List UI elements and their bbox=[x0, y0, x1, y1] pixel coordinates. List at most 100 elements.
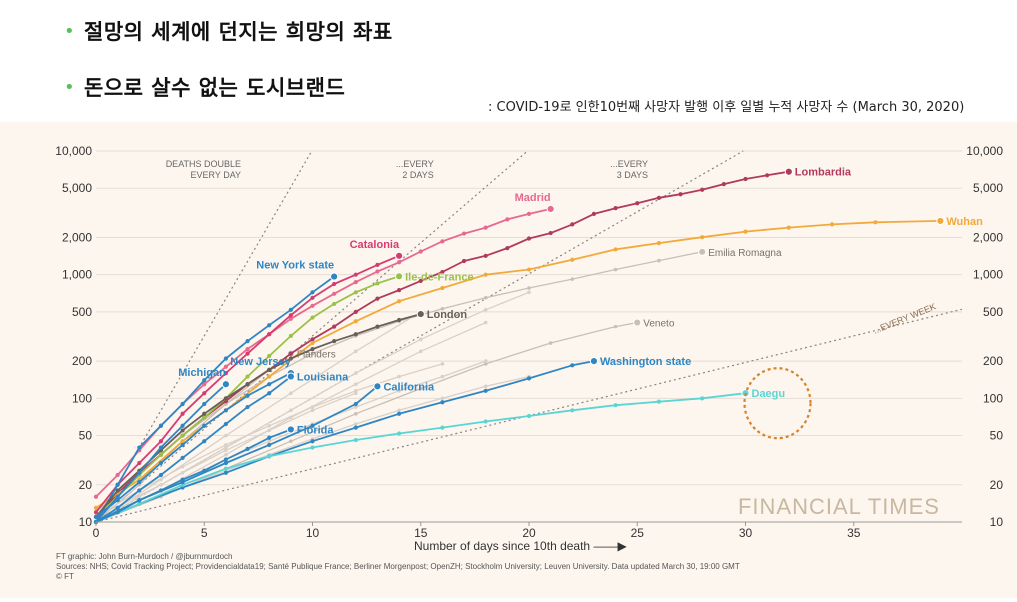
data-point bbox=[786, 225, 791, 230]
data-point bbox=[483, 320, 488, 325]
data-point bbox=[440, 374, 445, 379]
data-point bbox=[873, 220, 878, 225]
data-point bbox=[332, 301, 337, 307]
data-point bbox=[115, 498, 120, 503]
data-point bbox=[310, 405, 315, 409]
data-point bbox=[440, 306, 445, 311]
guide-label-line1: DEATHS DOUBLE bbox=[166, 159, 241, 169]
data-point bbox=[180, 455, 185, 460]
data-point bbox=[288, 316, 293, 321]
data-point bbox=[288, 333, 293, 338]
data-point bbox=[223, 457, 228, 462]
data-point bbox=[353, 290, 358, 295]
series-label: Lombardia bbox=[795, 167, 852, 179]
doubling-guide-line bbox=[95, 150, 528, 523]
guide-label-line2: 2 DAYS bbox=[402, 170, 433, 180]
data-point bbox=[202, 411, 207, 416]
y-tick-label-left: 10 bbox=[79, 515, 93, 529]
series-end-marker bbox=[698, 247, 707, 256]
data-point bbox=[267, 435, 272, 440]
data-point bbox=[657, 258, 661, 263]
data-point bbox=[202, 378, 207, 383]
data-point bbox=[483, 253, 488, 258]
data-point bbox=[115, 494, 120, 499]
data-point bbox=[93, 514, 99, 519]
series-line-new-york-state bbox=[95, 275, 335, 523]
data-point bbox=[158, 452, 164, 457]
data-point bbox=[310, 408, 315, 413]
series-line-background bbox=[95, 311, 422, 523]
data-point bbox=[158, 445, 164, 450]
data-point bbox=[289, 408, 293, 413]
x-tick-label: 0 bbox=[93, 526, 100, 540]
data-point bbox=[310, 290, 315, 295]
data-point bbox=[397, 299, 402, 304]
data-point bbox=[700, 235, 705, 240]
data-point bbox=[267, 454, 272, 459]
data-point bbox=[223, 470, 228, 475]
bullet-dot-icon: • bbox=[64, 76, 75, 98]
data-point bbox=[224, 448, 228, 453]
data-point bbox=[223, 421, 228, 427]
data-point bbox=[353, 332, 358, 337]
series-end-marker bbox=[546, 204, 555, 214]
data-point bbox=[267, 428, 272, 433]
data-point bbox=[310, 340, 315, 346]
grid bbox=[96, 150, 962, 523]
data-point bbox=[656, 195, 662, 200]
data-point bbox=[310, 351, 315, 356]
data-point bbox=[375, 269, 380, 274]
y-tick-label-right: 500 bbox=[983, 305, 1003, 319]
data-point bbox=[353, 319, 358, 324]
x-tick-label: 25 bbox=[631, 526, 645, 540]
data-point bbox=[721, 181, 726, 187]
data-point bbox=[288, 351, 293, 356]
series-labels: Lombardia Wuhan Madrid Catalonia Ile-de-Fran… bbox=[178, 167, 983, 437]
series-label: Washington state bbox=[600, 356, 691, 368]
data-point bbox=[245, 351, 250, 356]
y-tick-label-right: 1,000 bbox=[973, 268, 1003, 282]
data-point bbox=[288, 307, 293, 312]
data-point bbox=[397, 411, 402, 416]
data-point bbox=[223, 396, 228, 401]
y-tick-label-right: 20 bbox=[990, 478, 1004, 492]
data-point bbox=[267, 382, 272, 387]
data-point bbox=[548, 230, 553, 236]
data-point bbox=[613, 247, 618, 252]
data-point bbox=[526, 211, 532, 217]
series-line-new-jersey bbox=[95, 372, 292, 518]
data-point bbox=[613, 206, 618, 211]
data-point bbox=[332, 291, 337, 296]
data-point bbox=[245, 374, 250, 379]
data-point bbox=[418, 349, 423, 354]
data-point bbox=[137, 470, 142, 475]
series-end-marker bbox=[589, 357, 599, 366]
data-point bbox=[678, 192, 683, 197]
data-point bbox=[245, 347, 250, 352]
data-point bbox=[180, 423, 185, 428]
series-label: Wuhan bbox=[946, 216, 983, 228]
series-label: Veneto bbox=[643, 319, 675, 330]
series-label: Daegu bbox=[752, 388, 786, 400]
series-label: Catalonia bbox=[350, 239, 400, 251]
data-point bbox=[180, 442, 185, 448]
data-point bbox=[202, 382, 207, 387]
series-end-marker bbox=[286, 425, 295, 434]
data-point bbox=[180, 477, 185, 482]
y-tick-label-left: 20 bbox=[79, 478, 93, 492]
y-tick-label-left: 10,000 bbox=[55, 144, 92, 158]
data-point bbox=[267, 353, 272, 359]
data-point bbox=[267, 367, 272, 372]
data-point bbox=[591, 211, 597, 217]
data-point bbox=[159, 477, 163, 482]
data-point bbox=[224, 433, 228, 438]
y-tick-label-left: 1,000 bbox=[62, 268, 92, 282]
data-point bbox=[527, 286, 531, 290]
data-point bbox=[180, 411, 185, 416]
data-point bbox=[224, 452, 228, 457]
data-point bbox=[137, 445, 142, 450]
series-end-marker bbox=[330, 272, 339, 281]
y-tick-label-left: 100 bbox=[72, 391, 92, 405]
data-point bbox=[310, 315, 315, 320]
data-point bbox=[245, 382, 250, 387]
